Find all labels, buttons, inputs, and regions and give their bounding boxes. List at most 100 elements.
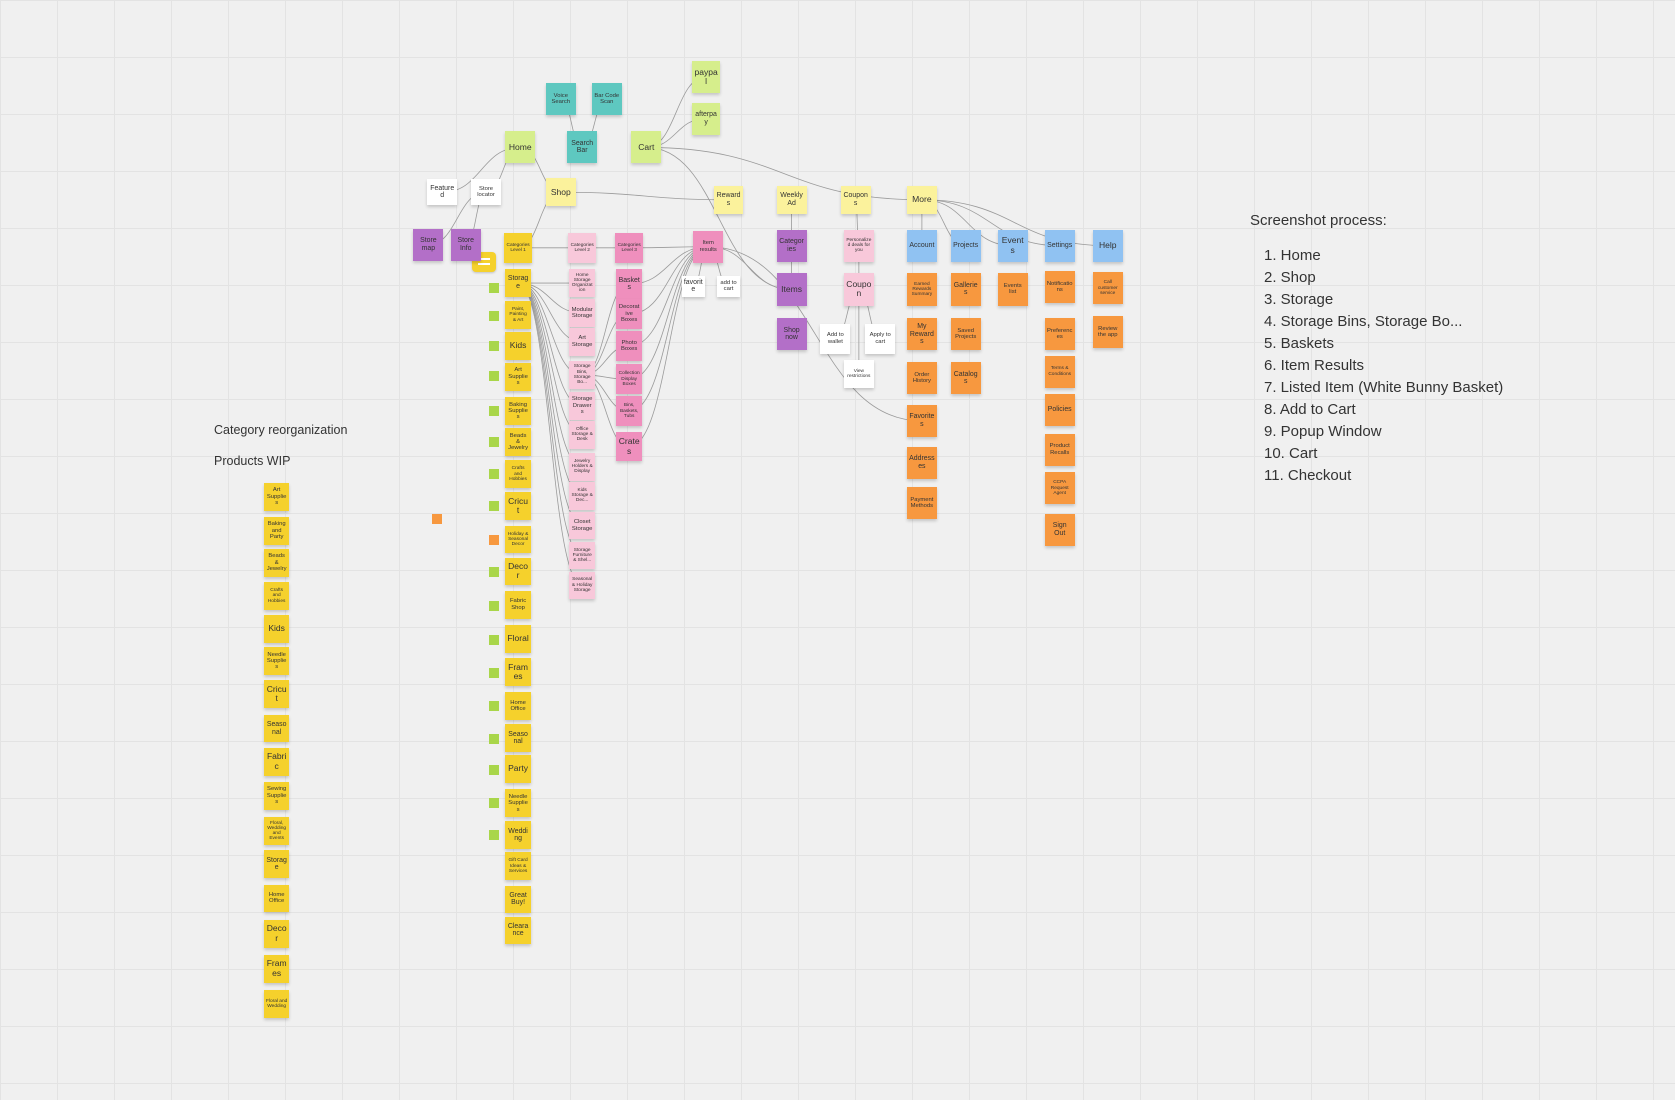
sticky-note[interactable]: Crates [616, 431, 642, 462]
sticky-note[interactable]: Closet Storage [569, 511, 595, 540]
sticky-note[interactable]: Catalogs [950, 362, 981, 395]
sticky-note[interactable]: Help [1092, 229, 1123, 262]
sticky-note[interactable]: Categories Level 1 [504, 232, 532, 263]
sticky-note[interactable]: Addresses [906, 446, 937, 479]
sticky-note[interactable]: Sewing Supplies [263, 781, 290, 810]
sticky-note[interactable]: Storage Furniture & Shel... [569, 541, 595, 570]
sticky-note[interactable]: Gift Card Ideas & Services [505, 852, 531, 881]
sticky-note[interactable]: Coupons [840, 185, 871, 214]
sticky-note[interactable]: Beads & Jewelry [263, 549, 290, 577]
sticky-note[interactable]: Events [997, 229, 1028, 262]
sticky-note[interactable]: Rewards [713, 185, 744, 214]
sticky-note[interactable]: Categories Level 3 [615, 232, 644, 263]
sticky-note[interactable]: Floral [505, 624, 531, 653]
sticky-note[interactable]: Great Buy! [505, 885, 531, 914]
sticky-note[interactable]: Store locator [471, 179, 501, 206]
sticky-note[interactable]: Floral, Wedding and Events [263, 817, 290, 845]
sticky-note[interactable]: Cricut [505, 492, 531, 521]
sticky-note[interactable]: Search Bar [567, 131, 598, 164]
sticky-note[interactable]: Items [776, 273, 807, 306]
sticky-note[interactable]: Galleries [950, 273, 981, 306]
sticky-note[interactable]: Notifications [1044, 271, 1075, 304]
sticky-note[interactable]: Events list [997, 273, 1028, 306]
sticky-note[interactable]: Baskets [616, 269, 642, 300]
sticky-note[interactable]: paypal [692, 60, 720, 93]
sticky-note[interactable]: Baking and Party [263, 517, 290, 545]
sticky-note[interactable]: Kids Storage & Dec... [569, 481, 595, 510]
sticky-note[interactable]: Seasonal [263, 714, 290, 743]
sticky-note[interactable]: Storage [263, 850, 290, 879]
sticky-note[interactable]: Shop [545, 178, 576, 207]
sticky-note[interactable]: Call customer service [1092, 272, 1123, 305]
sticky-note[interactable]: Store Info [450, 228, 481, 261]
sticky-note[interactable]: Account [906, 229, 937, 262]
sticky-note[interactable]: Cart [631, 131, 662, 164]
sticky-note[interactable]: More [906, 185, 937, 214]
sticky-note[interactable]: Home [505, 131, 536, 164]
sticky-note[interactable]: CCPA Request Agent [1044, 472, 1075, 505]
sticky-note[interactable]: My Rewards [906, 318, 937, 351]
sticky-note[interactable]: Shop now [776, 318, 807, 351]
sticky-note[interactable]: Personalized deals for you [843, 229, 874, 262]
sticky-note[interactable]: Clearance [505, 916, 531, 945]
sticky-note[interactable]: Needle Supplies [505, 789, 531, 818]
sticky-note[interactable]: Decorative Boxes [616, 299, 642, 329]
sticky-note[interactable]: Bins, Baskets, Tubs [616, 396, 642, 427]
sticky-note[interactable]: Art Storage [569, 327, 595, 356]
sticky-note[interactable]: Cricut [263, 680, 290, 709]
sticky-note[interactable]: Office Storage & Desk [569, 420, 595, 449]
sticky-note[interactable]: Bar Code Scan [591, 83, 622, 116]
sticky-note[interactable]: Wedding [505, 821, 531, 850]
sticky-note[interactable]: add to cart [716, 275, 741, 297]
sticky-note[interactable]: afterpay [692, 102, 720, 135]
sticky-note[interactable]: Holiday & Seasonal Decor [505, 525, 531, 554]
sticky-note[interactable]: Frames [505, 658, 531, 686]
sticky-note[interactable]: Storage Bins, Storage Bo... [569, 361, 595, 389]
sticky-note[interactable]: Fabric [263, 747, 290, 776]
sticky-note[interactable]: Favorites [906, 404, 937, 437]
sticky-note[interactable]: Review the app [1092, 316, 1123, 349]
sticky-note[interactable]: Art Supplies [505, 363, 531, 391]
sticky-note[interactable]: Art Supplies [263, 482, 290, 511]
sticky-note[interactable]: View restrictions [843, 359, 874, 388]
sticky-note[interactable]: Modular Storage [569, 299, 595, 327]
sticky-note[interactable]: Storage Drawers [569, 392, 595, 420]
sticky-note[interactable]: Payment Methods [906, 487, 937, 520]
sticky-note[interactable]: Frames [263, 955, 290, 983]
sticky-note[interactable]: Earned Rewards Summary [906, 273, 937, 306]
sticky-note[interactable]: Weekly Ad [776, 185, 807, 214]
sticky-note[interactable]: Home Office [505, 692, 531, 720]
sticky-note[interactable]: Decor [505, 557, 531, 586]
sticky-note[interactable]: Photo Boxes [616, 331, 642, 362]
sticky-note[interactable]: Categories [776, 229, 807, 262]
sticky-note[interactable]: Apply to cart [865, 323, 896, 354]
sticky-note[interactable]: Seasonal & Holiday Storage [569, 571, 595, 600]
sticky-note[interactable]: Kids [505, 332, 531, 360]
sticky-note[interactable]: Settings [1044, 229, 1075, 262]
sticky-note[interactable]: Saved Projects [950, 318, 981, 351]
sticky-note[interactable]: Home Office [263, 884, 290, 913]
sticky-note[interactable]: Product Recalls [1044, 433, 1075, 466]
sticky-note[interactable]: Beads & Jewelry [505, 428, 531, 457]
sticky-note[interactable]: Projects [950, 229, 981, 262]
sticky-note[interactable]: Policies [1044, 394, 1075, 427]
sticky-note[interactable]: Item results [693, 230, 724, 263]
sticky-note[interactable]: favorite [681, 275, 706, 297]
sticky-note[interactable]: Featured [427, 179, 458, 206]
sticky-note[interactable]: Floral and Wedding [263, 990, 290, 1019]
sticky-note[interactable]: Kids [263, 615, 290, 644]
sticky-note[interactable]: Fabric Shop [505, 590, 531, 619]
sticky-note[interactable]: Needle Supplies [263, 647, 290, 676]
sticky-note[interactable]: Order History [906, 362, 937, 395]
sticky-note[interactable]: Crafts and Hobbies [263, 582, 290, 610]
sticky-note[interactable]: Party [505, 755, 531, 783]
sticky-note[interactable]: Sign Out [1044, 513, 1075, 546]
sticky-note[interactable]: Jewelry Holders & Display [569, 452, 595, 481]
sticky-note[interactable]: Categories Level 2 [568, 232, 597, 263]
sticky-note[interactable]: Baking Supplies [505, 397, 531, 426]
sticky-note[interactable]: Voice Search [545, 83, 576, 116]
sticky-note[interactable]: Crafts and Hobbies [505, 460, 531, 489]
sticky-note[interactable]: Store map [413, 228, 444, 261]
sticky-note[interactable]: Decor [263, 919, 290, 948]
sticky-note[interactable]: Terms & Conditions [1044, 355, 1075, 388]
